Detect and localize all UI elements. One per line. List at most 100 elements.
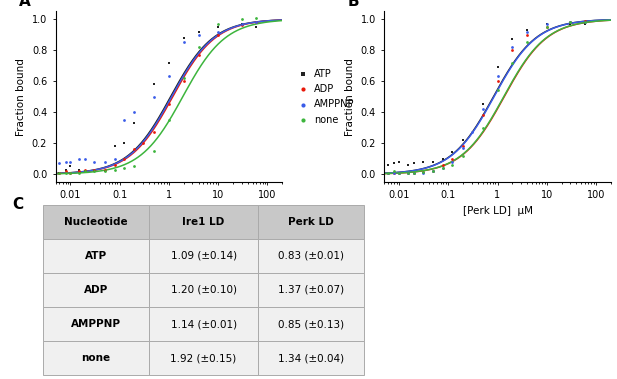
Bar	[258, 273, 364, 307]
Point	[80, 156, 90, 162]
Point	[130, 109, 139, 115]
Point	[507, 36, 517, 42]
Point	[74, 156, 84, 162]
Point	[383, 162, 393, 168]
Point	[149, 94, 159, 100]
Point	[252, 19, 262, 25]
Point	[389, 160, 399, 166]
Point	[54, 169, 64, 175]
Point	[237, 16, 247, 22]
Point	[100, 166, 110, 172]
Point	[118, 165, 128, 171]
Text: A: A	[19, 0, 31, 9]
X-axis label: [Ire1 LD]  μM: [Ire1 LD] μM	[135, 206, 202, 216]
Text: 1.37 (±0.07): 1.37 (±0.07)	[278, 285, 344, 295]
Bar	[43, 205, 149, 239]
Point	[383, 169, 393, 175]
Text: ADP: ADP	[84, 285, 108, 295]
Text: AMPPNP: AMPPNP	[71, 319, 121, 329]
Point	[118, 156, 128, 162]
Bar	[149, 205, 258, 239]
Point	[74, 168, 84, 174]
Point	[60, 159, 70, 165]
Point	[194, 52, 204, 58]
Point	[164, 101, 174, 107]
Point	[80, 166, 90, 172]
Point	[118, 140, 128, 146]
Point	[580, 19, 590, 25]
Point	[213, 28, 223, 34]
Point	[54, 171, 64, 177]
Point	[418, 169, 428, 175]
Point	[194, 44, 204, 50]
Point	[237, 21, 247, 27]
Point	[74, 169, 84, 175]
Point	[110, 166, 120, 172]
Point	[478, 112, 487, 118]
Point	[164, 60, 174, 66]
Point	[164, 117, 174, 123]
Point	[403, 169, 413, 175]
X-axis label: [Perk LD]  μM: [Perk LD] μM	[463, 206, 532, 216]
Point	[54, 169, 64, 175]
Point	[403, 169, 413, 175]
Point	[478, 106, 487, 112]
Text: ATP: ATP	[85, 251, 107, 261]
Point	[507, 47, 517, 53]
Point	[252, 19, 262, 25]
Point	[478, 125, 487, 131]
Point	[542, 24, 552, 30]
Point	[89, 167, 99, 173]
Point	[492, 88, 502, 94]
Text: Perk LD: Perk LD	[288, 217, 334, 227]
Point	[565, 19, 575, 25]
Point	[60, 169, 70, 175]
Text: B: B	[348, 0, 360, 9]
Text: 0.83 (±0.01): 0.83 (±0.01)	[278, 251, 344, 261]
Y-axis label: Fraction bound: Fraction bound	[16, 58, 27, 136]
Text: Ire1 LD: Ire1 LD	[183, 217, 225, 227]
Point	[418, 159, 428, 165]
Point	[179, 75, 189, 81]
Bar	[149, 239, 258, 273]
Point	[80, 168, 90, 174]
Point	[383, 169, 393, 175]
Point	[130, 163, 139, 169]
Text: 1.09 (±0.14): 1.09 (±0.14)	[170, 251, 237, 261]
Point	[118, 117, 128, 123]
Point	[179, 78, 189, 84]
Point	[409, 160, 419, 166]
Text: 1.34 (±0.04): 1.34 (±0.04)	[278, 353, 344, 363]
Point	[80, 168, 90, 174]
Point	[149, 148, 159, 154]
Point	[100, 159, 110, 165]
Text: C: C	[12, 197, 23, 212]
Point	[60, 168, 70, 174]
Point	[65, 163, 75, 169]
Point	[447, 159, 457, 165]
Point	[467, 129, 477, 135]
Point	[394, 169, 404, 175]
Point	[403, 169, 413, 175]
Point	[409, 169, 419, 175]
Point	[439, 165, 449, 171]
Point	[418, 169, 428, 175]
Point	[60, 166, 70, 172]
Point	[458, 143, 468, 149]
Point	[492, 78, 502, 84]
Y-axis label: Fraction bound: Fraction bound	[345, 58, 355, 136]
Point	[409, 169, 419, 175]
Point	[179, 35, 189, 41]
Bar	[258, 341, 364, 375]
Point	[252, 14, 262, 20]
Point	[138, 140, 148, 146]
Bar	[149, 341, 258, 375]
Point	[439, 165, 449, 171]
Bar	[258, 239, 364, 273]
Point	[74, 166, 84, 172]
Point	[89, 168, 99, 174]
Point	[213, 31, 223, 38]
Text: 1.14 (±0.01): 1.14 (±0.01)	[170, 319, 237, 329]
Point	[492, 74, 502, 80]
Point	[130, 120, 139, 126]
